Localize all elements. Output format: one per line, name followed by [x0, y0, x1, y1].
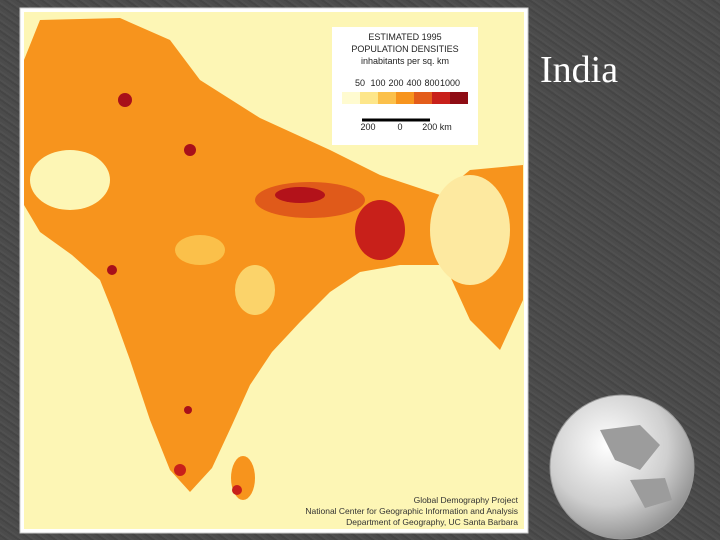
credit: Global Demography Project	[414, 495, 519, 505]
legend-tick-label: 200	[388, 78, 403, 88]
legend-swatch	[396, 92, 414, 104]
legend-subtitle: inhabitants per sq. km	[361, 56, 449, 66]
credit: Department of Geography, UC Santa Barbar…	[346, 517, 518, 527]
legend-tick-label: 100	[370, 78, 385, 88]
legend-title: POPULATION DENSITIES	[351, 44, 458, 54]
legend-swatch	[432, 92, 450, 104]
legend-swatch	[360, 92, 378, 104]
legend-swatch	[342, 92, 360, 104]
legend-tick-label: 400	[406, 78, 421, 88]
legend-swatch	[414, 92, 432, 104]
legend: ESTIMATED 1995 POPULATION DENSITIES inha…	[332, 27, 478, 145]
credit: National Center for Geographic Informati…	[305, 506, 518, 516]
legend-swatch	[378, 92, 396, 104]
legend-swatch	[450, 92, 468, 104]
slide-title: India	[540, 49, 618, 91]
legend-title: ESTIMATED 1995	[368, 32, 441, 42]
scale-label: 200 km	[422, 122, 452, 132]
scale-label: 200	[360, 122, 375, 132]
legend-tick-label: 800	[424, 78, 439, 88]
globe-land	[600, 425, 672, 508]
legend-tick-label: 1000	[440, 78, 460, 88]
globe-icon	[549, 394, 695, 540]
legend-tick-label: 50	[355, 78, 365, 88]
scale-label: 0	[397, 122, 402, 132]
